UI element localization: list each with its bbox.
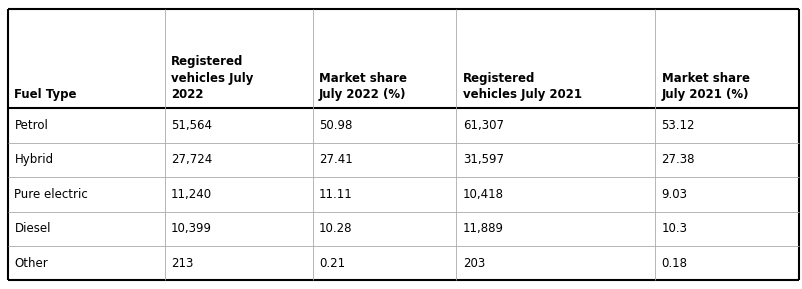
Text: 203: 203: [462, 257, 484, 270]
Text: 213: 213: [171, 257, 193, 270]
Text: 0.21: 0.21: [318, 257, 345, 270]
Text: 50.98: 50.98: [318, 119, 352, 132]
Text: 10,399: 10,399: [171, 222, 212, 235]
Text: Petrol: Petrol: [14, 119, 48, 132]
Text: Other: Other: [14, 257, 48, 270]
Text: Pure electric: Pure electric: [14, 188, 88, 201]
Text: 11,240: 11,240: [171, 188, 212, 201]
Text: 11.11: 11.11: [318, 188, 352, 201]
Text: 10.28: 10.28: [318, 222, 352, 235]
Text: 10.3: 10.3: [661, 222, 687, 235]
Text: 61,307: 61,307: [462, 119, 503, 132]
Text: 27,724: 27,724: [171, 153, 212, 166]
Text: 51,564: 51,564: [171, 119, 212, 132]
Text: 27.41: 27.41: [318, 153, 352, 166]
Text: Registered
vehicles July
2022: Registered vehicles July 2022: [171, 55, 253, 101]
Text: 9.03: 9.03: [661, 188, 687, 201]
Text: Diesel: Diesel: [14, 222, 51, 235]
Text: Hybrid: Hybrid: [14, 153, 54, 166]
Text: Fuel Type: Fuel Type: [14, 88, 77, 101]
Text: 0.18: 0.18: [661, 257, 687, 270]
Text: 10,418: 10,418: [462, 188, 503, 201]
Text: Market share
July 2022 (%): Market share July 2022 (%): [318, 72, 407, 101]
Text: 27.38: 27.38: [661, 153, 695, 166]
Text: Registered
vehicles July 2021: Registered vehicles July 2021: [462, 72, 581, 101]
Text: 53.12: 53.12: [661, 119, 695, 132]
Text: 11,889: 11,889: [462, 222, 503, 235]
Text: 31,597: 31,597: [462, 153, 503, 166]
Text: Market share
July 2021 (%): Market share July 2021 (%): [661, 72, 748, 101]
